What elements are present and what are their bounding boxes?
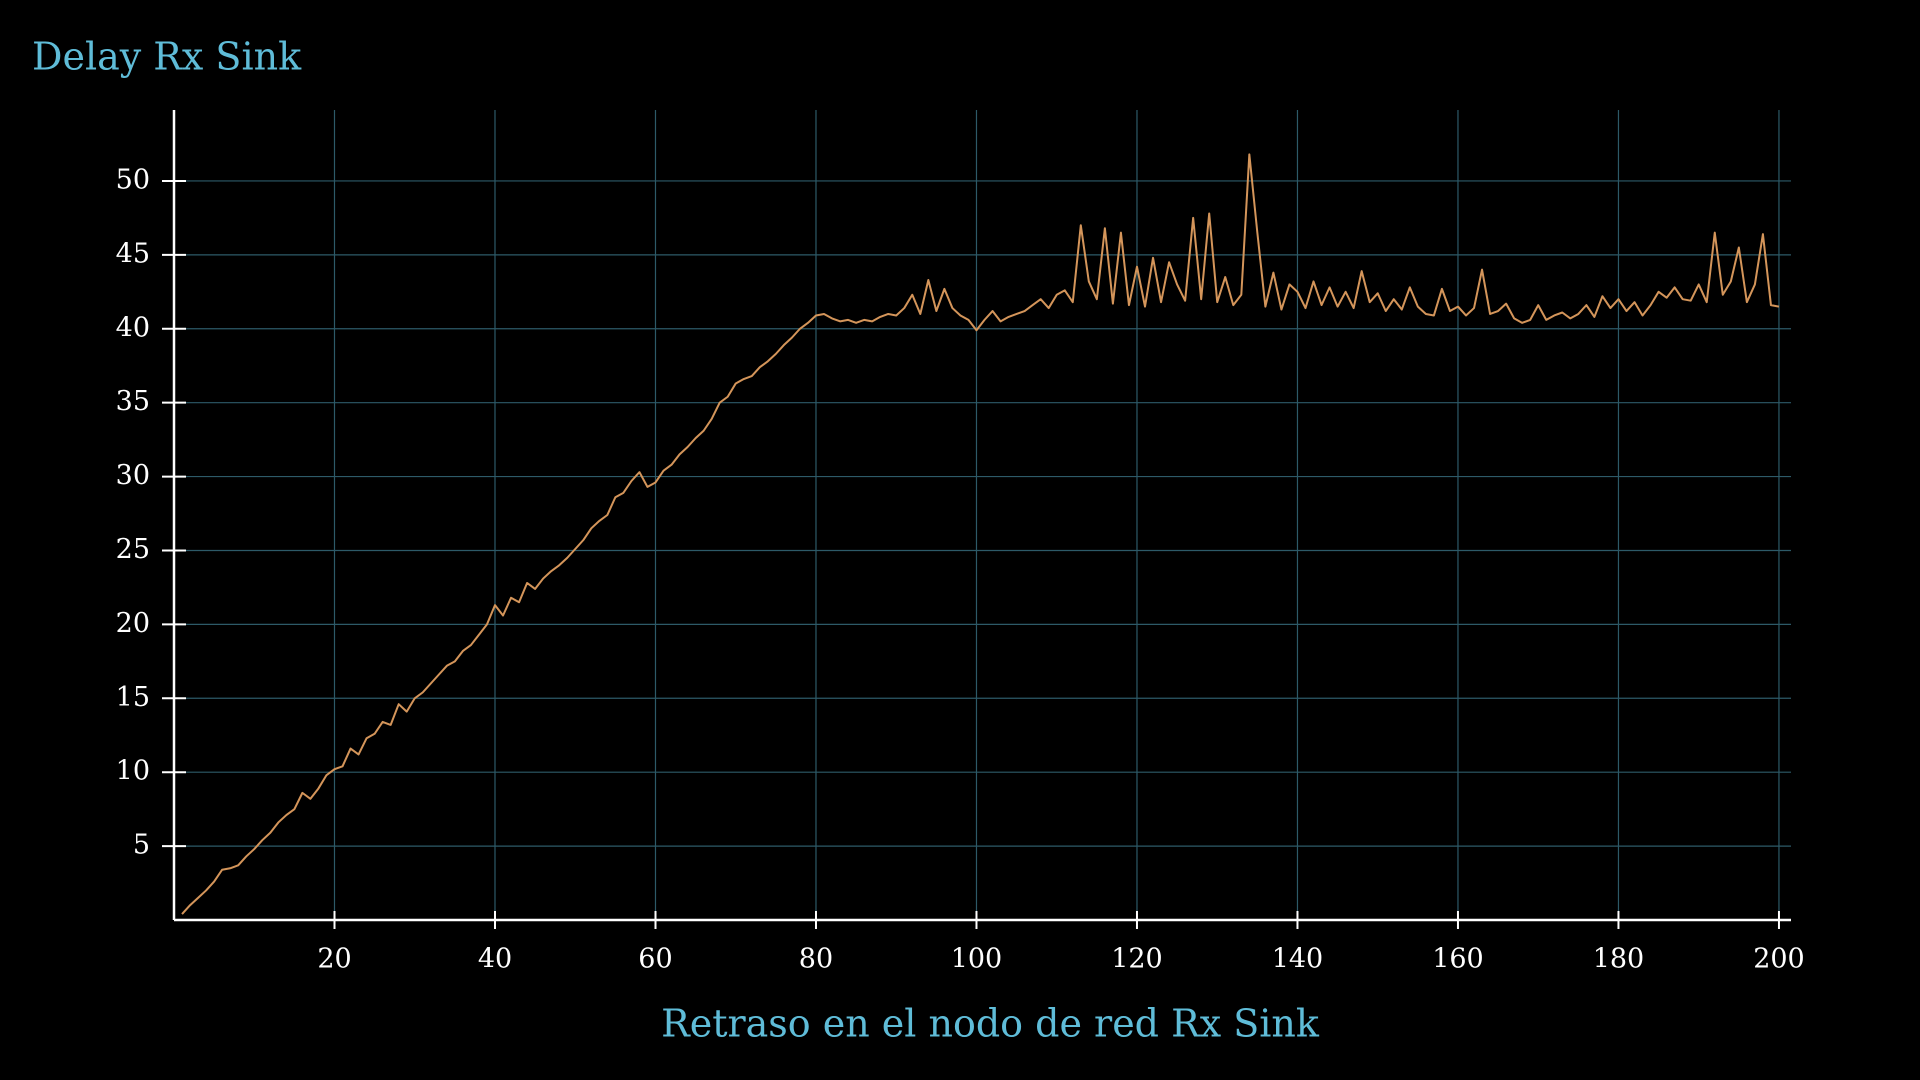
- x-tick-label: 200: [1753, 944, 1805, 975]
- chart-title: Delay Rx Sink: [32, 35, 302, 79]
- x-tick-label: 40: [478, 944, 512, 975]
- y-tick-label: 5: [133, 830, 150, 861]
- x-tick-label: 140: [1272, 944, 1324, 975]
- y-tick-label: 10: [116, 756, 150, 787]
- x-tick-label: 60: [638, 944, 672, 975]
- x-tick-label: 80: [799, 944, 833, 975]
- y-tick-label: 15: [116, 682, 150, 713]
- y-tick-label: 45: [116, 238, 150, 269]
- x-tick-label: 120: [1111, 944, 1163, 975]
- data-line: [181, 153, 1780, 915]
- x-axis-label: Retraso en el nodo de red Rx Sink: [661, 1002, 1320, 1046]
- y-tick-label: 30: [116, 460, 150, 491]
- y-tick-label: 20: [116, 608, 150, 639]
- y-tick-label: 50: [116, 164, 150, 195]
- x-tick-label: 160: [1432, 944, 1484, 975]
- x-tick-label: 180: [1593, 944, 1645, 975]
- x-tick-label: 100: [951, 944, 1003, 975]
- y-tick-label: 40: [116, 312, 150, 343]
- x-tick-label: 20: [317, 944, 351, 975]
- y-tick-label: 25: [116, 534, 150, 565]
- y-tick-label: 35: [116, 386, 150, 417]
